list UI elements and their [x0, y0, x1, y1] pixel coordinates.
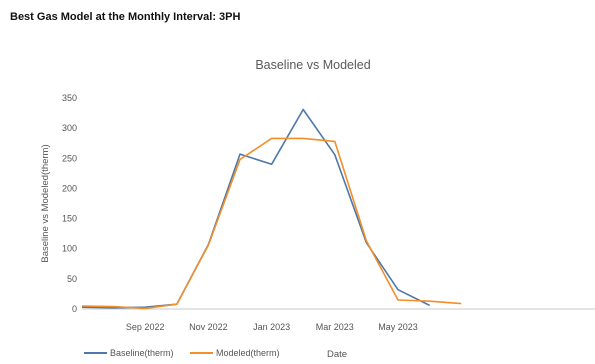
x-tick-label: Sep 2022 — [126, 322, 165, 332]
y-tick-label: 250 — [62, 153, 77, 163]
series-lines — [81, 108, 462, 310]
y-tick-label: 200 — [62, 183, 77, 193]
x-axis-ticks: Sep 2022 Nov 2022 Jan 2023 Mar 2023 May 2023 — [126, 322, 418, 332]
y-axis-label: Baseline vs Modeled(therm) — [40, 144, 51, 262]
y-tick-label: 0 — [72, 304, 77, 314]
x-tick-label: Mar 2023 — [316, 322, 354, 332]
x-tick-label: Nov 2022 — [189, 322, 228, 332]
series-line-modeled — [81, 137, 462, 310]
series-line-baseline — [81, 108, 430, 309]
y-tick-label: 350 — [62, 93, 77, 103]
y-tick-label: 300 — [62, 123, 77, 133]
y-axis-ticks: 0 50 100 150 200 250 300 350 — [62, 93, 77, 314]
y-tick-label: 100 — [62, 244, 77, 254]
x-tick-label: Jan 2023 — [253, 322, 290, 332]
page-heading: Best Gas Model at the Monthly Interval: … — [10, 11, 241, 23]
y-tick-label: 150 — [62, 214, 77, 224]
legend-label: Baseline(therm) — [110, 348, 174, 358]
x-axis-label: Date — [327, 349, 347, 360]
x-tick-label: May 2023 — [378, 322, 418, 332]
legend-label: Modeled(therm) — [216, 348, 280, 358]
legend: Baseline(therm) Modeled(therm) — [84, 348, 280, 358]
chart-title: Baseline vs Modeled — [255, 58, 370, 72]
y-tick-label: 50 — [67, 274, 77, 284]
